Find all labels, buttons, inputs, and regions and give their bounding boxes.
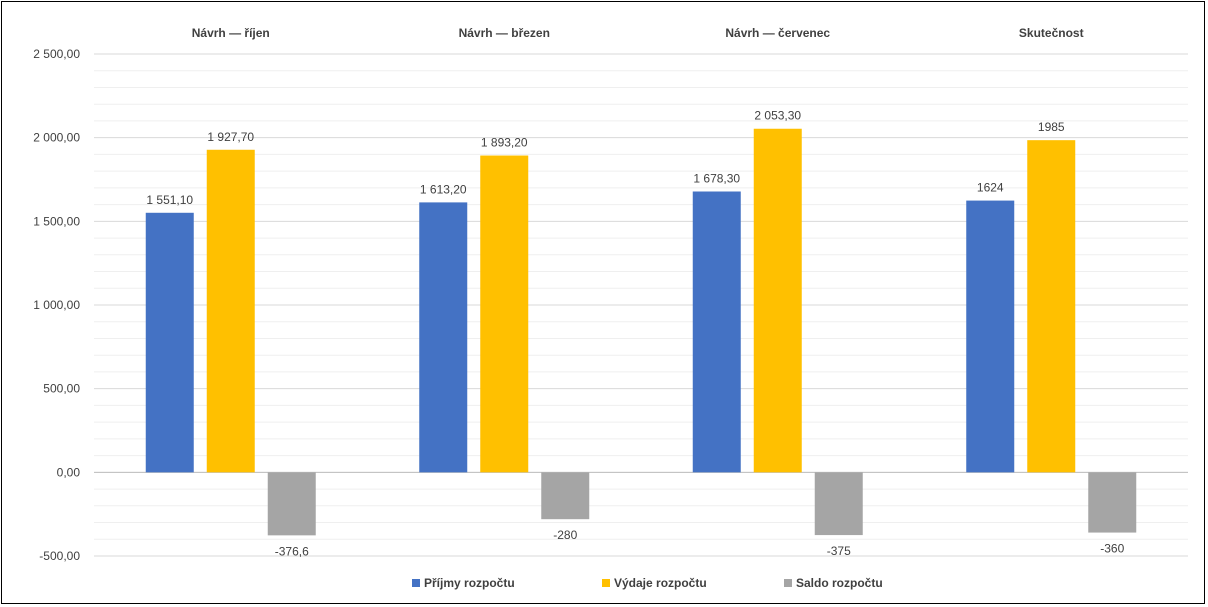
data-label: -360	[1100, 542, 1124, 556]
y-tick-label: 1 500,00	[33, 214, 80, 228]
category-label: Návrh — březen	[459, 26, 550, 40]
data-label: 1 551,10	[146, 193, 193, 207]
category-label: Návrh — červenec	[725, 26, 830, 40]
legend: Příjmy rozpočtu Výdaje rozpočtu Saldo rozp…	[412, 576, 883, 590]
data-label: 1624	[977, 181, 1004, 195]
bar	[419, 202, 467, 472]
legend-swatch	[412, 579, 420, 587]
data-label: 1 678,30	[693, 171, 740, 185]
y-tick-label: 1 000,00	[33, 298, 80, 312]
legend-label: Příjmy rozpočtu	[424, 576, 515, 590]
legend-swatch	[784, 579, 792, 587]
grid-lines	[94, 54, 1188, 556]
category-label: Skutečnost	[1019, 26, 1084, 40]
bar	[693, 191, 741, 472]
data-label: 1 613,20	[420, 182, 467, 196]
bar	[815, 472, 863, 535]
y-tick-label: 0,00	[57, 465, 81, 479]
bar	[268, 472, 316, 535]
bar	[754, 129, 802, 473]
bar	[480, 156, 528, 473]
bar	[541, 472, 589, 519]
bar	[207, 150, 255, 473]
bar	[1088, 472, 1136, 532]
category-labels: Návrh — říjen Návrh — březen Návrh — červe…	[192, 26, 1084, 40]
category-label: Návrh — říjen	[192, 26, 270, 40]
bar	[1027, 140, 1075, 472]
data-label: 1 893,20	[481, 136, 528, 150]
legend-label: Výdaje rozpočtu	[614, 576, 707, 590]
y-tick-label: 2 000,00	[33, 131, 80, 145]
data-label: 1 927,70	[207, 130, 254, 144]
bar	[146, 213, 194, 473]
y-tick-label: 2 500,00	[33, 47, 80, 61]
legend-label: Saldo rozpočtu	[796, 576, 883, 590]
y-axis: 2 500,00 2 000,00 1 500,00 1 000,00 500,00 0,…	[33, 47, 80, 563]
y-tick-label: -500,00	[39, 549, 80, 563]
data-label: 1985	[1038, 120, 1065, 134]
data-label: 2 053,30	[754, 109, 801, 123]
data-label: -376,6	[275, 544, 309, 558]
data-label: -280	[553, 528, 577, 542]
y-tick-label: 500,00	[43, 382, 80, 396]
bar	[966, 201, 1014, 473]
legend-swatch	[602, 579, 610, 587]
data-label: -375	[827, 544, 851, 558]
